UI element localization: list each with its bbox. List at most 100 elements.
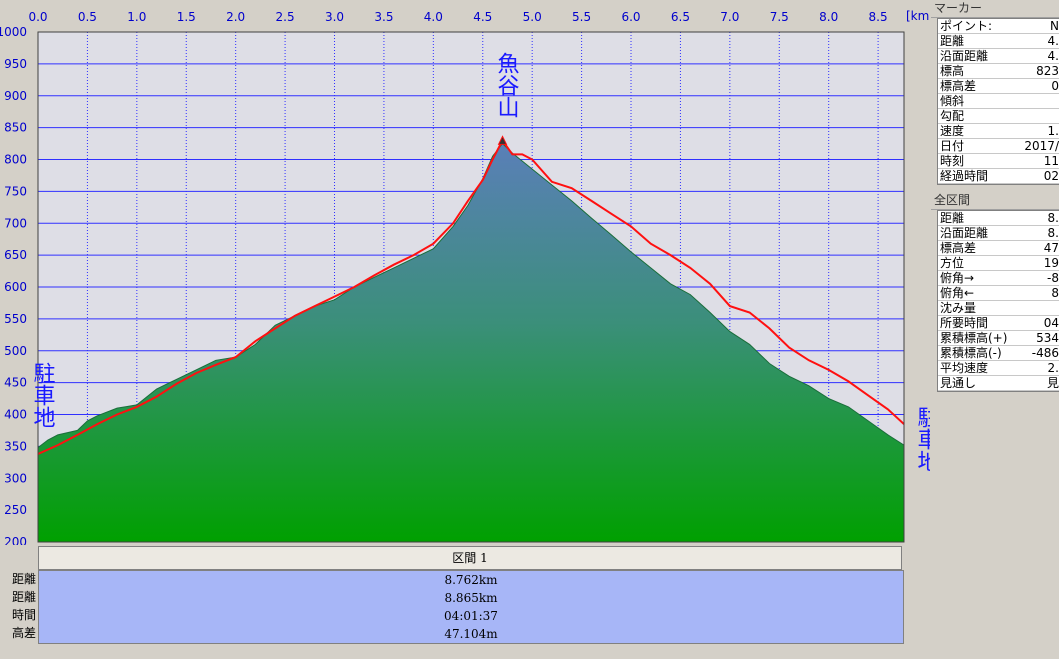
info-row: 標高差 0	[938, 79, 1059, 94]
info-row-value: 534	[1036, 331, 1059, 345]
x-tick-label: 2.5	[276, 10, 295, 24]
info-row: 所要時間 04	[938, 316, 1059, 331]
x-tick-labels: 0.0 0.5 1.0 1.5 2.0 2.5 3.0 3.5 4.0 4.5 5.0 5.5 6.0 6…	[28, 10, 887, 24]
x-tick-label: 5.0	[523, 10, 542, 24]
info-row-value: 11	[1043, 154, 1059, 168]
peak-marker[interactable]	[497, 135, 508, 145]
info-row-value: 8.	[1047, 226, 1059, 240]
info-row: 勾配	[938, 109, 1059, 124]
y-tick-label: 250	[4, 503, 27, 517]
y-tick-label: 650	[4, 248, 27, 262]
info-row: ポイント: N	[938, 19, 1059, 34]
info-row: 俯角← 8	[938, 286, 1059, 301]
y-tick-label: 850	[4, 121, 27, 135]
info-row: 時刻 11	[938, 154, 1059, 169]
x-unit-label: [km]	[906, 9, 930, 23]
track-line	[37, 138, 905, 455]
info-row-value: 4.	[1047, 49, 1059, 63]
info-row-label: 沿面距離	[940, 226, 989, 240]
info-row-label: 標高	[940, 64, 965, 78]
y-tick-label: 750	[4, 184, 27, 198]
info-row-label: 傾斜	[940, 94, 965, 108]
x-tick-label: 1.0	[127, 10, 146, 24]
info-row-value: 19	[1043, 256, 1059, 270]
info-row-value	[976, 301, 1059, 315]
info-row-value: 8	[1051, 286, 1059, 300]
summit-icon[interactable]	[497, 135, 508, 145]
x-tick-label: 4.0	[424, 10, 443, 24]
x-tick-label: 0.5	[78, 10, 97, 24]
right-parking-label: 駐車地	[914, 406, 931, 472]
info-row-value: 1.	[1047, 124, 1059, 138]
y-tick-label: 950	[4, 57, 27, 71]
x-tick-label: 5.5	[572, 10, 591, 24]
info-row-value: 2.	[1047, 361, 1059, 375]
x-tick-label: 8.0	[819, 10, 838, 24]
info-row: 距離 4.	[938, 34, 1059, 49]
info-row-value: 4.	[1047, 34, 1059, 48]
x-tick-label: 0.0	[28, 10, 47, 24]
info-row-label: 沿面距離	[940, 49, 989, 63]
info-row: 俯角→ -8	[938, 271, 1059, 286]
plot-frame	[37, 31, 905, 543]
info-row-value: 2017/	[1024, 139, 1059, 153]
y-tick-label: 700	[4, 216, 27, 230]
x-tick-label: 6.0	[621, 10, 640, 24]
info-row-label: 日付	[940, 139, 965, 153]
info-row-label: 俯角→	[940, 271, 975, 285]
info-row-label: 経過時間	[940, 169, 989, 183]
y-tick-label: 300	[4, 471, 27, 485]
interval-value: 47.104m	[444, 627, 498, 641]
info-row: 経過時間 02	[938, 169, 1059, 184]
info-row-value: 02	[1043, 169, 1059, 183]
peak-label: 魚谷山	[494, 52, 520, 118]
x-tick-label: 3.5	[374, 10, 393, 24]
interval-value: 8.865km	[444, 591, 498, 605]
info-row-label: 標高差	[940, 241, 977, 255]
info-row: 沈み量	[938, 301, 1059, 316]
info-row-value: 8.	[1047, 211, 1059, 225]
info-row: 方位 19	[938, 256, 1059, 271]
info-row-label: 距離	[940, 211, 965, 225]
info-row-label: 標高差	[940, 79, 977, 93]
y-tick-label: 500	[4, 344, 27, 358]
info-row: 沿面距離 4.	[938, 49, 1059, 64]
info-row-label: 勾配	[940, 109, 965, 123]
info-row-value: 04	[1043, 316, 1059, 330]
y-tick-label: 450	[4, 376, 27, 390]
x-tick-label: 7.0	[720, 10, 739, 24]
info-row: 標高 823	[938, 64, 1059, 79]
interval-label: 時間	[11, 608, 36, 622]
x-tick-label: 6.5	[671, 10, 690, 24]
x-tick-label: 2.0	[226, 10, 245, 24]
x-tick-label: 1.5	[177, 10, 196, 24]
info-row-value: 見	[1046, 376, 1059, 390]
info-row: 標高差 47	[938, 241, 1059, 256]
info-row: 平均速度 2.	[938, 361, 1059, 376]
info-row: 距離 8.	[938, 211, 1059, 226]
interval-label: 高差	[11, 626, 36, 640]
y-tick-label: 900	[4, 89, 27, 103]
info-row: 速度 1.	[938, 124, 1059, 139]
info-row: 累積標高(-) -486	[938, 346, 1059, 361]
marker-panel-title: マーカー	[931, 0, 1059, 18]
interval-label: 距離	[11, 590, 36, 604]
y-tick-label: 600	[4, 280, 27, 294]
info-row: 日付 2017/	[938, 139, 1059, 154]
info-row-value: 0	[1051, 79, 1059, 93]
info-row-value	[964, 109, 1059, 123]
y-tick-label: 1000	[0, 25, 27, 39]
total-panel: 全区間 距離 8. 沿面距離 8. 標高差 47 方位 19 俯角→ -8 俯角← 8 沈み量 所要時間 0…	[931, 192, 1059, 392]
y-tick-label: 200	[4, 535, 27, 545]
info-row-value: -8	[1047, 271, 1059, 285]
interval-value: 8.762km	[444, 573, 498, 587]
elevation-profile-chart[interactable]: 0.0 0.5 1.0 1.5 2.0 2.5 3.0 3.5 4.0 4.5 5.0 5.5 6.0 6…	[0, 0, 930, 545]
info-row: 累積標高(+) 534	[938, 331, 1059, 346]
interval-header[interactable]: 区間 1	[38, 546, 902, 570]
info-row-value: 47	[1043, 241, 1059, 255]
info-row-label: 所要時間	[940, 316, 989, 330]
info-row: 見通し 見	[938, 376, 1059, 391]
total-panel-title: 全区間	[931, 192, 1059, 210]
x-tick-label: 8.5	[869, 10, 888, 24]
info-row-label: 見通し	[940, 376, 977, 390]
